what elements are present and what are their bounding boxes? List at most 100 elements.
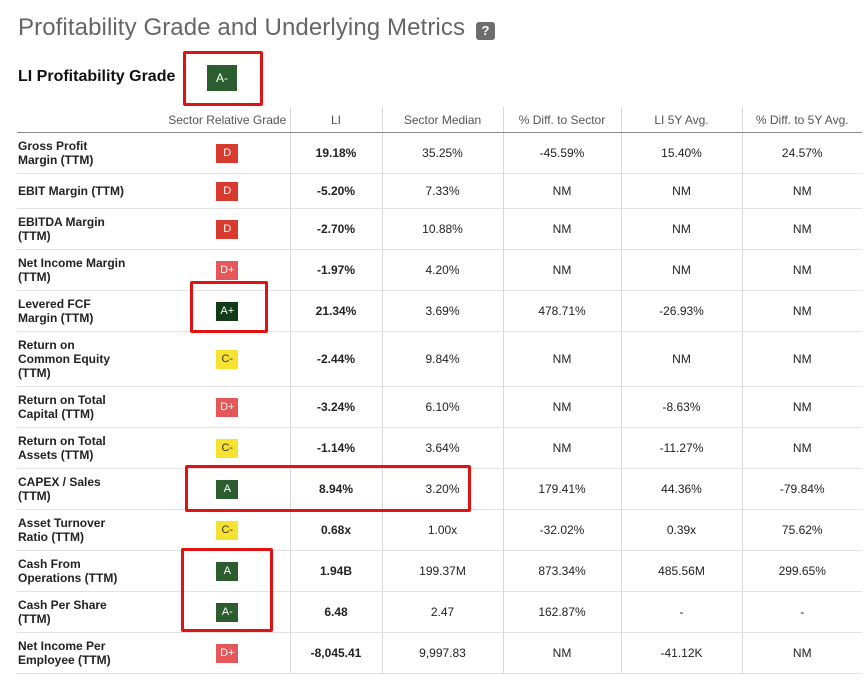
grade-badge: D+ xyxy=(216,643,239,663)
sector-median-value: 3.69% xyxy=(381,290,503,332)
sector-grade-cell: A xyxy=(165,468,290,510)
metric-name[interactable]: Cash Per Share (TTM) xyxy=(17,591,165,633)
metric-name-line: (TTM) xyxy=(18,489,51,503)
metric-name-line: EBIT Margin (TTM) xyxy=(18,184,124,198)
sector-median-value: 9,997.83 xyxy=(381,632,503,674)
overall-grade-badge: A- xyxy=(207,65,237,91)
sector-median-value: 7.33% xyxy=(381,173,503,209)
diff-to-sector-value: NM xyxy=(502,173,621,209)
metric-name[interactable]: CAPEX / Sales (TTM) xyxy=(17,468,165,510)
li-5y-avg-value: 0.39x xyxy=(620,509,742,551)
diff-to-5y-avg-value: NM xyxy=(741,427,862,469)
diff-to-sector-value: NM xyxy=(502,331,621,387)
sector-grade-cell: D+ xyxy=(165,386,290,428)
metric-name[interactable]: Net Income Per Employee (TTM) xyxy=(17,632,165,674)
diff-to-sector-value: NM xyxy=(502,208,621,250)
sector-grade-cell: D xyxy=(165,173,290,209)
metric-name-line: Margin (TTM) xyxy=(18,311,94,325)
table-header-row: Sector Relative Grade LI Sector Median %… xyxy=(17,107,862,133)
metric-name[interactable]: Cash From Operations (TTM) xyxy=(17,550,165,592)
diff-to-5y-avg-value: - xyxy=(741,591,862,633)
metric-name-line: Net Income Per xyxy=(18,639,106,653)
metric-name-line: Cash From xyxy=(18,557,81,571)
grade-badge: D xyxy=(216,219,239,239)
li-5y-avg-value: 485.56M xyxy=(620,550,742,592)
table-row: EBITDA Margin (TTM) D -2.70% 10.88% NM NM NM xyxy=(17,208,862,250)
metric-name-line: (TTM) xyxy=(18,229,51,243)
metric-name[interactable]: Return on Common Equity (TTM) xyxy=(17,331,165,387)
diff-to-5y-avg-value: NM xyxy=(741,386,862,428)
diff-to-5y-avg-value: 299.65% xyxy=(741,550,862,592)
metric-name[interactable]: Asset Turnover Ratio (TTM) xyxy=(17,509,165,551)
li-value: 0.68x xyxy=(289,509,382,551)
table-row: Levered FCF Margin (TTM) A+ 21.34% 3.69% 478.… xyxy=(17,290,862,332)
sector-median-value: 3.20% xyxy=(381,468,503,510)
column-header-metric xyxy=(17,107,165,133)
li-value: -3.24% xyxy=(289,386,382,428)
li-value: -1.14% xyxy=(289,427,382,469)
metrics-table: Sector Relative Grade LI Sector Median %… xyxy=(17,107,862,674)
metric-name[interactable]: Return on Total Assets (TTM) xyxy=(17,427,165,469)
table-row: Cash Per Share (TTM) A- 6.48 2.47 162.87% - - xyxy=(17,591,862,633)
metric-name[interactable]: Gross Profit Margin (TTM) xyxy=(17,132,165,174)
metric-name-line: Asset Turnover xyxy=(18,516,106,530)
metric-name-line: Capital (TTM) xyxy=(18,407,94,421)
li-value: 19.18% xyxy=(289,132,382,174)
metric-name-line: (TTM) xyxy=(18,612,51,626)
li-value: -2.44% xyxy=(289,331,382,387)
grade-badge: D xyxy=(216,181,239,201)
help-icon[interactable]: ? xyxy=(476,22,495,40)
metric-name[interactable]: Net Income Margin (TTM) xyxy=(17,249,165,291)
grade-badge: A- xyxy=(216,602,239,622)
grade-badge: D+ xyxy=(216,397,239,417)
metric-name[interactable]: Return on Total Capital (TTM) xyxy=(17,386,165,428)
diff-to-sector-value: NM xyxy=(502,427,621,469)
li-5y-avg-value: 15.40% xyxy=(620,132,742,174)
li-value: 21.34% xyxy=(289,290,382,332)
li-5y-avg-value: 44.36% xyxy=(620,468,742,510)
metric-name-line: (TTM) xyxy=(18,270,51,284)
column-header-sector-grade[interactable]: Sector Relative Grade xyxy=(165,107,290,133)
grade-badge: D xyxy=(216,143,239,163)
diff-to-sector-value: NM xyxy=(502,249,621,291)
table-row: EBIT Margin (TTM) D -5.20% 7.33% NM NM NM xyxy=(17,173,862,209)
li-5y-avg-value: NM xyxy=(620,331,742,387)
diff-to-sector-value: 478.71% xyxy=(502,290,621,332)
metric-name[interactable]: EBITDA Margin (TTM) xyxy=(17,208,165,250)
grade-badge: C- xyxy=(216,438,239,458)
metric-name[interactable]: Levered FCF Margin (TTM) xyxy=(17,290,165,332)
metric-name-line: Assets (TTM) xyxy=(18,448,94,462)
grade-badge: A xyxy=(216,479,239,499)
column-header-sector-median[interactable]: Sector Median xyxy=(381,107,503,133)
li-value: -2.70% xyxy=(289,208,382,250)
metric-name-line: Cash Per Share xyxy=(18,598,107,612)
sector-grade-cell: D+ xyxy=(165,249,290,291)
li-5y-avg-value: -8.63% xyxy=(620,386,742,428)
sector-grade-cell: A+ xyxy=(165,290,290,332)
sector-median-value: 35.25% xyxy=(381,132,503,174)
li-value: -5.20% xyxy=(289,173,382,209)
li-5y-avg-value: NM xyxy=(620,249,742,291)
diff-to-5y-avg-value: NM xyxy=(741,249,862,291)
metric-name-line: (TTM) xyxy=(18,366,51,380)
diff-to-5y-avg-value: NM xyxy=(741,632,862,674)
diff-to-sector-value: 162.87% xyxy=(502,591,621,633)
sector-median-value: 3.64% xyxy=(381,427,503,469)
table-row: Net Income Margin (TTM) D+ -1.97% 4.20% NM NM N… xyxy=(17,249,862,291)
sector-grade-cell: A- xyxy=(165,591,290,633)
li-value: 8.94% xyxy=(289,468,382,510)
sector-median-value: 2.47 xyxy=(381,591,503,633)
li-value: 1.94B xyxy=(289,550,382,592)
column-header-li-5y-avg[interactable]: LI 5Y Avg. xyxy=(620,107,742,133)
metric-name-line: Employee (TTM) xyxy=(18,653,111,667)
metric-name-line: Operations (TTM) xyxy=(18,571,118,585)
metric-name-line: Return on Total xyxy=(18,434,106,448)
li-5y-avg-value: -11.27% xyxy=(620,427,742,469)
metric-name[interactable]: EBIT Margin (TTM) xyxy=(17,173,165,209)
column-header-diff-5y[interactable]: % Diff. to 5Y Avg. xyxy=(741,107,862,133)
column-header-diff-sector[interactable]: % Diff. to Sector xyxy=(502,107,621,133)
table-row: Return on Total Capital (TTM) D+ -3.24% 6.10… xyxy=(17,386,862,428)
metric-name-line: CAPEX / Sales xyxy=(18,475,101,489)
metric-name-line: Margin (TTM) xyxy=(18,153,94,167)
column-header-li[interactable]: LI xyxy=(289,107,382,133)
